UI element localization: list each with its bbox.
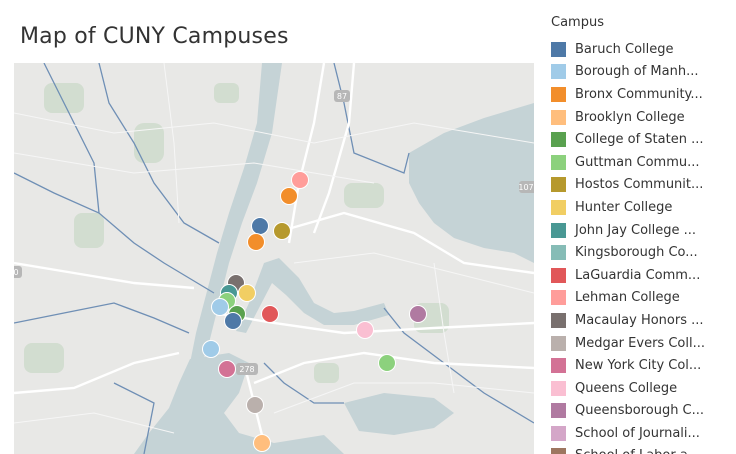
legend-label: Kingsborough Co... bbox=[575, 245, 698, 261]
road-shield-278 bbox=[236, 363, 258, 375]
water-east-river bbox=[236, 258, 389, 333]
legend-item[interactable]: School of Labor a... bbox=[551, 445, 736, 454]
legend-item[interactable]: Kingsborough Co... bbox=[551, 241, 736, 264]
water-hudson bbox=[190, 63, 282, 363]
legend-item[interactable]: College of Staten ... bbox=[551, 128, 736, 151]
campus-marker[interactable]: Lehman College bbox=[291, 171, 309, 189]
legend-label: Queensborough C... bbox=[575, 403, 705, 419]
legend-item[interactable]: Queens College bbox=[551, 377, 736, 400]
minor-streets bbox=[14, 63, 534, 434]
road-shield-0 bbox=[14, 266, 22, 278]
legend-swatch bbox=[551, 245, 566, 261]
boundary-lines bbox=[14, 63, 534, 454]
road-label-87: 87 bbox=[337, 92, 347, 101]
road-label-107: 107 bbox=[518, 183, 533, 192]
road-shields: 87 107 278 0 bbox=[14, 90, 534, 375]
legend-label: Baruch College bbox=[575, 41, 674, 57]
campus-marker[interactable]: Brooklyn College bbox=[253, 434, 271, 452]
road-network bbox=[14, 63, 534, 444]
campus-marker[interactable]: Guttman Commu... bbox=[378, 354, 396, 372]
campus-marker[interactable]: LaGuardia Comm... bbox=[261, 305, 279, 323]
water-bay bbox=[134, 353, 344, 454]
legend-swatch bbox=[551, 154, 566, 170]
legend-label: School of Journali... bbox=[575, 425, 700, 441]
legend-swatch bbox=[551, 403, 566, 419]
campus-marker[interactable]: New York City Col... bbox=[218, 360, 236, 378]
legend-label: Macaulay Honors ... bbox=[575, 312, 704, 328]
legend-item[interactable]: Queensborough C... bbox=[551, 400, 736, 423]
legend-item[interactable]: LaGuardia Comm... bbox=[551, 264, 736, 287]
legend-swatch bbox=[551, 312, 566, 328]
legend-swatch bbox=[551, 109, 566, 125]
road-shield-107 bbox=[519, 181, 534, 193]
water-sound bbox=[409, 103, 534, 263]
legend-title: Campus bbox=[551, 15, 604, 30]
legend-label: Borough of Manh... bbox=[575, 64, 699, 80]
campus-marker[interactable]: Medgar Evers Coll... bbox=[246, 396, 264, 414]
legend-swatch bbox=[551, 448, 566, 454]
legend-label: Bronx Community... bbox=[575, 86, 703, 102]
legend-label: Queens College bbox=[575, 380, 678, 396]
legend-item[interactable]: Hunter College bbox=[551, 196, 736, 219]
campus-markers[interactable]: Lehman CollegeBronx Community...Baruch C… bbox=[202, 171, 427, 452]
legend-item[interactable]: School of Journali... bbox=[551, 422, 736, 445]
legend-swatch bbox=[551, 41, 566, 57]
legend-swatch bbox=[551, 358, 566, 374]
campus-map[interactable]: 87 107 278 0 Lehman CollegeBronx Communi… bbox=[14, 63, 534, 454]
legend-label: Hunter College bbox=[575, 199, 673, 215]
legend-item[interactable]: Lehman College bbox=[551, 287, 736, 310]
road-label-0: 0 bbox=[14, 268, 19, 277]
campus-marker[interactable]: Bronx Community... bbox=[247, 233, 265, 251]
legend-item[interactable]: John Jay College ... bbox=[551, 219, 736, 242]
legend-swatch bbox=[551, 425, 566, 441]
legend-item[interactable]: Macaulay Honors ... bbox=[551, 309, 736, 332]
park-areas bbox=[24, 83, 449, 383]
legend-label: New York City Col... bbox=[575, 358, 702, 374]
water-jamaica-bay bbox=[344, 393, 454, 435]
legend-swatch bbox=[551, 380, 566, 396]
campus-marker[interactable]: Baruch College bbox=[251, 217, 269, 235]
campus-marker[interactable]: Borough of Manh... bbox=[202, 340, 220, 358]
legend-label: John Jay College ... bbox=[575, 222, 697, 238]
campus-marker[interactable]: Hunter College bbox=[238, 284, 256, 302]
legend-item[interactable]: Bronx Community... bbox=[551, 83, 736, 106]
legend-label: Medgar Evers Coll... bbox=[575, 335, 705, 351]
legend-label: LaGuardia Comm... bbox=[575, 267, 701, 283]
legend-item[interactable]: Medgar Evers Coll... bbox=[551, 332, 736, 355]
legend-swatch bbox=[551, 132, 566, 148]
legend-item[interactable]: Borough of Manh... bbox=[551, 61, 736, 84]
legend-items: Baruch College Borough of Manh... Bronx Co… bbox=[551, 38, 736, 454]
map-canvas[interactable]: 87 107 278 0 Lehman CollegeBronx Communi… bbox=[14, 63, 534, 454]
legend-swatch bbox=[551, 86, 566, 102]
road-label-278: 278 bbox=[239, 365, 254, 374]
campus-marker[interactable]: Hostos Communit... bbox=[273, 222, 291, 240]
legend-swatch bbox=[551, 290, 566, 306]
legend-swatch bbox=[551, 267, 566, 283]
legend-item[interactable]: New York City Col... bbox=[551, 354, 736, 377]
legend-label: College of Staten ... bbox=[575, 132, 704, 148]
legend-label: Hostos Communit... bbox=[575, 177, 704, 193]
legend-item[interactable]: Hostos Communit... bbox=[551, 174, 736, 197]
legend-label: Guttman Commu... bbox=[575, 154, 700, 170]
legend-item[interactable]: Guttman Commu... bbox=[551, 151, 736, 174]
campus-marker[interactable]: Borough of Manh... bbox=[211, 298, 229, 316]
legend: Campus Baruch College Borough of Manh... B… bbox=[551, 14, 736, 454]
legend-swatch bbox=[551, 199, 566, 215]
campus-marker[interactable]: Bronx Community... bbox=[280, 187, 298, 205]
legend-label: Brooklyn College bbox=[575, 109, 685, 125]
legend-label: School of Labor a... bbox=[575, 448, 700, 454]
campus-marker[interactable]: Queens College bbox=[356, 321, 374, 339]
road-shield-87 bbox=[334, 90, 350, 102]
legend-swatch bbox=[551, 177, 566, 193]
legend-swatch bbox=[551, 64, 566, 80]
legend-swatch bbox=[551, 335, 566, 351]
campus-marker[interactable]: Queensborough C... bbox=[409, 305, 427, 323]
page-title: Map of CUNY Campuses bbox=[20, 24, 289, 49]
campus-marker[interactable]: Baruch College bbox=[224, 312, 242, 330]
legend-item[interactable]: Brooklyn College bbox=[551, 106, 736, 129]
legend-item[interactable]: Baruch College bbox=[551, 38, 736, 61]
legend-swatch bbox=[551, 222, 566, 238]
legend-label: Lehman College bbox=[575, 290, 680, 306]
